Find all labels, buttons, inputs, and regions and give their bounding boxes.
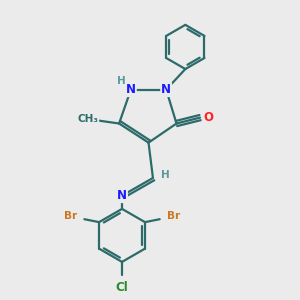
Text: H: H: [161, 170, 170, 180]
Text: Cl: Cl: [116, 281, 128, 294]
Text: Br: Br: [64, 211, 77, 221]
Text: H: H: [117, 76, 126, 86]
Text: N: N: [126, 83, 136, 96]
Text: N: N: [161, 83, 171, 96]
Text: O: O: [203, 111, 213, 124]
Text: Br: Br: [167, 211, 180, 221]
Text: CH₃: CH₃: [78, 114, 99, 124]
Text: N: N: [117, 189, 127, 202]
